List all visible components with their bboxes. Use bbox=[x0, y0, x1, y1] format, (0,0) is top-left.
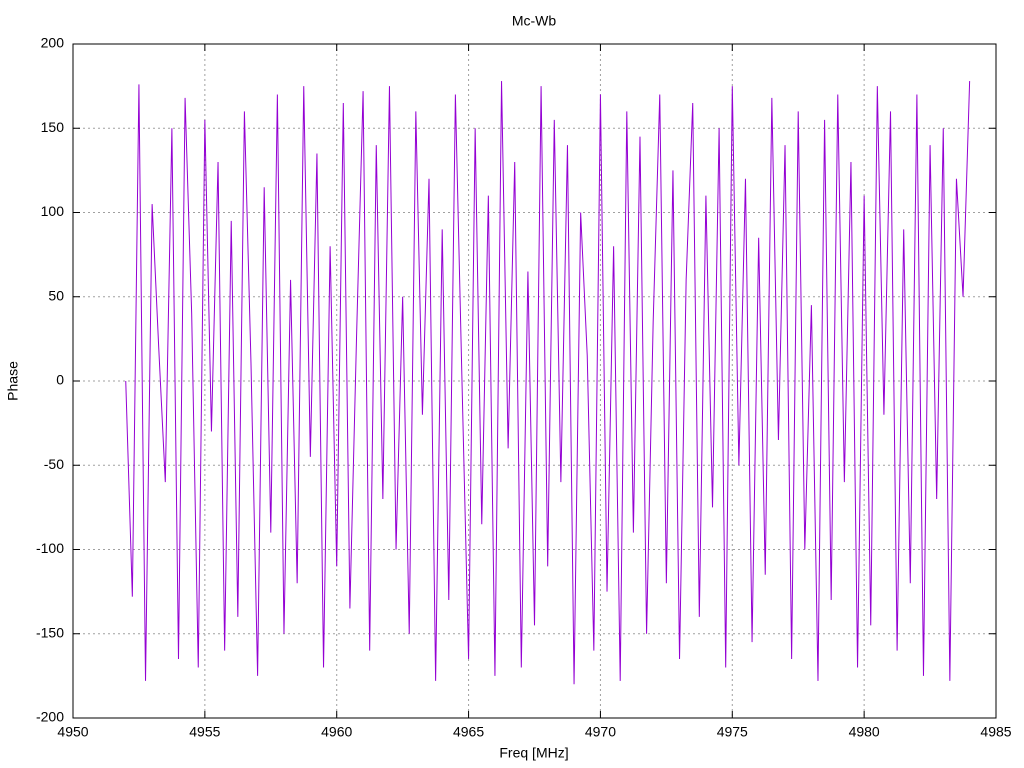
x-tick-label: 4980 bbox=[849, 724, 880, 740]
y-tick-label: 150 bbox=[41, 119, 65, 135]
x-tick-label: 4975 bbox=[717, 724, 748, 740]
y-tick-label: -200 bbox=[36, 709, 64, 725]
y-tick-label: 0 bbox=[56, 372, 64, 388]
plot-border bbox=[72, 43, 997, 719]
x-tick-label: 4985 bbox=[980, 724, 1011, 740]
y-axis-label: Phase bbox=[5, 361, 21, 401]
y-tick-label: -50 bbox=[44, 456, 64, 472]
data-line bbox=[125, 81, 971, 685]
y-tick-label: -150 bbox=[36, 624, 64, 640]
x-tick-label: 4950 bbox=[57, 724, 88, 740]
chart-title: Mc-Wb bbox=[512, 13, 557, 29]
x-tick-label: 4965 bbox=[453, 724, 484, 740]
y-tick-label: 200 bbox=[41, 35, 65, 51]
y-tick-label: -100 bbox=[36, 540, 64, 556]
x-tick-label: 4960 bbox=[321, 724, 352, 740]
y-tick-label: 50 bbox=[48, 287, 64, 303]
x-tick-label: 4970 bbox=[585, 724, 616, 740]
x-axis-label: Freq [MHz] bbox=[499, 745, 568, 761]
y-tick-label: 100 bbox=[41, 203, 65, 219]
x-tick-label: 4955 bbox=[189, 724, 220, 740]
